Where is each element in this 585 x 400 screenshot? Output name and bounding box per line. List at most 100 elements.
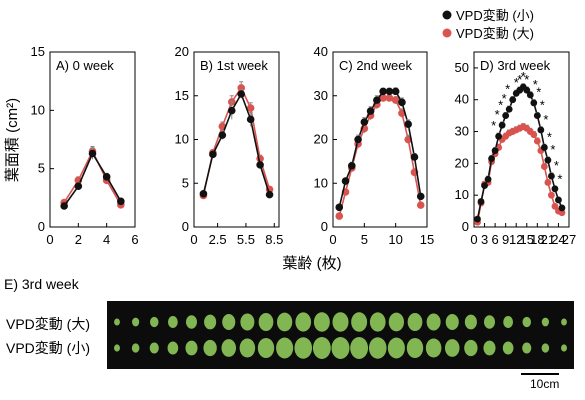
plot-frame [49,51,136,228]
x-tick-label: 6 [131,232,138,247]
leaf [167,316,178,328]
data-point [484,175,492,183]
legend-marker-small [442,10,452,20]
data-point [227,106,236,115]
data-point [544,179,552,186]
legend: VPD変動 (小) VPD変動 (大) [442,8,534,41]
series-line [476,85,563,220]
leaf [221,339,237,357]
data-point [385,94,394,102]
data-point [102,173,111,181]
leaf [240,313,255,331]
leaf [425,338,442,358]
data-point [335,203,344,212]
leaf [132,317,140,327]
data-point [410,153,419,161]
data-point [117,197,125,206]
plot-frame [332,51,428,228]
leaf [388,312,405,332]
data-point [416,201,425,209]
data-point [548,172,555,180]
y-tick-label: 0 [38,219,45,234]
data-point [348,161,356,170]
data-point [373,96,381,104]
x-tick-label: 15 [420,232,434,247]
data-point [391,87,400,96]
leaf [464,339,478,357]
significance-star: * [550,142,555,157]
data-point [533,137,541,145]
leaf [387,337,405,359]
y-tick-label: 10 [314,175,328,190]
x-tick-label: 24 [551,232,565,247]
x-tick-label: 3 [481,232,488,247]
leaf [276,337,294,359]
significance-star: * [498,97,503,112]
legend-label-small: VPD変動 (小) [456,8,534,23]
data-point [366,107,375,115]
y-tick-label: 10 [31,102,45,117]
significance-star: * [540,97,545,112]
data-point [88,149,97,158]
leaf [332,312,349,332]
y-tick-label: 40 [314,44,328,59]
leaf [258,313,274,331]
data-point [385,87,394,96]
data-point [530,131,538,139]
data-point [537,126,545,134]
data-point [544,156,552,164]
data-point [265,190,274,199]
data-point [474,215,481,223]
x-axis-label: 葉齢 (枚) [282,255,341,272]
data-point [199,189,208,198]
leaf [114,318,120,326]
leaf [522,316,532,328]
data-point [354,135,362,144]
leaf [407,313,423,331]
data-point [495,132,503,140]
leaf [561,344,567,352]
data-point [360,118,369,126]
photo-row-label-large: VPD変動 (大) [6,316,90,332]
panel-e-label: E) 3rd week [4,276,79,292]
y-tick-label: 50 [455,60,469,75]
leaf [368,337,387,359]
data-point [256,161,264,169]
x-tick-label: 5 [361,232,368,247]
leaf [444,339,460,357]
significance-star: * [536,85,541,100]
data-point [551,185,559,193]
y-axis-label: 葉面積 (cm²) [4,98,21,182]
leaf [351,312,368,332]
x-tick-label: 2 [75,232,82,247]
data-point [404,120,413,128]
data-point [488,155,495,162]
data-point [533,112,541,120]
y-tick-label: 0 [321,219,328,234]
legend-label-large: VPD変動 (大) [456,26,534,41]
data-point [530,99,538,107]
data-point [526,91,534,99]
data-point [558,204,566,212]
leaf-photo [107,301,574,369]
y-tick-label: 15 [31,44,45,59]
leaf [131,343,140,353]
data-point [74,182,83,190]
data-point [477,198,485,205]
series-line [338,97,422,217]
data-point [398,98,406,107]
y-tick-label: 0 [182,219,189,234]
y-tick-label: 5 [38,161,45,176]
significance-star: * [554,158,559,173]
significance-star: * [502,91,507,106]
x-tick-label: 6 [491,232,498,247]
y-tick-label: 20 [455,155,469,170]
y-tick-label: 20 [175,44,189,59]
leaf-rows [114,312,567,359]
data-point [391,96,400,104]
data-point [237,90,246,98]
data-point [502,112,510,120]
y-tick-label: 0 [462,219,469,234]
